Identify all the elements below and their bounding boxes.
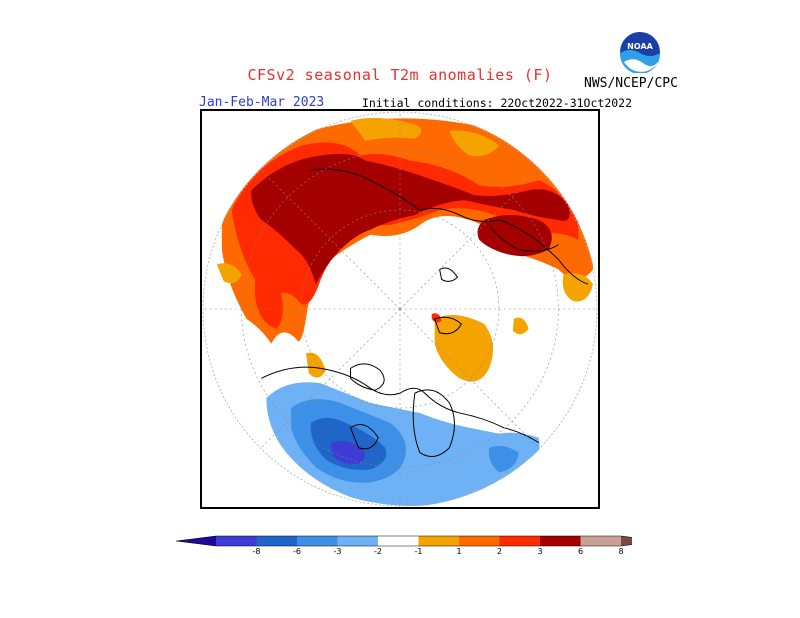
- colorbar-bin: [216, 536, 257, 546]
- colorbar-tick-label: -6: [293, 547, 301, 556]
- colorbar-tick-label: 1: [456, 547, 461, 556]
- anomaly-region-warm-1to2: [350, 117, 422, 141]
- coastline-greenland: [412, 389, 455, 457]
- anomaly-region-warm-1to2: [449, 130, 499, 157]
- anomaly-region-cool-6to8: [330, 441, 365, 464]
- colorbar-tick-label: -2: [374, 547, 382, 556]
- forecast-period: Jan-Feb-Mar 2023: [199, 95, 325, 110]
- colorbar-bin: [297, 536, 338, 546]
- colorbar-underflow-arrow: [176, 536, 216, 546]
- map-boundary: [202, 111, 598, 507]
- colorbar-tick-label: 6: [578, 547, 583, 556]
- colorbar-tick-label: 8: [618, 547, 623, 556]
- coastline-iceland: [434, 316, 463, 335]
- logo-text: NOAA: [627, 42, 653, 51]
- colorbar-outline: [175, 535, 632, 547]
- coastline-eurasia: [310, 168, 589, 285]
- colorbar-bin: [459, 536, 500, 546]
- colorbar-bin: [256, 536, 297, 546]
- anomaly-region-warm-3to6: [254, 259, 283, 329]
- coastline-arctic-islands: [350, 363, 385, 391]
- map-svg: [202, 111, 598, 507]
- colorbar-bin: [337, 536, 378, 546]
- colorbar-bin: [580, 536, 621, 546]
- coastline-svalbard: [439, 267, 459, 282]
- noaa-logo: NOAA: [620, 32, 660, 73]
- colorbar-legend: -8 -6 -3 -2 -1 1 2 3 6 8: [175, 535, 632, 556]
- colorbar-tick-label: -1: [415, 547, 423, 556]
- anomaly-region-warm-6to8: [251, 153, 570, 285]
- anomaly-region-cool-2to3: [488, 445, 519, 473]
- colorbar-bin: [499, 536, 540, 546]
- anomaly-region-warm-1to2: [512, 317, 529, 335]
- colorbar-bin: [540, 536, 581, 546]
- polar-map: [200, 109, 600, 509]
- coastline-hudson-bay: [349, 424, 379, 450]
- anomaly-region-warm-1to2: [305, 352, 326, 378]
- colorbar-overflow-arrow: [621, 536, 632, 546]
- colorbar-tick-label: -3: [334, 547, 342, 556]
- colorbar-bin: [418, 536, 459, 546]
- anomaly-region-warm-1to2: [562, 273, 594, 302]
- organization-label: NWS/NCEP/CPC: [584, 76, 678, 91]
- coastline-north-america: [261, 366, 539, 444]
- colorbar-tick-label: 3: [537, 547, 542, 556]
- colorbar-tick-label: 2: [497, 547, 502, 556]
- colorbar-bin: [378, 536, 419, 546]
- coastline-scandinavia: [488, 224, 559, 252]
- chart-title: CFSv2 seasonal T2m anomalies (F): [247, 66, 553, 84]
- initial-conditions: Initial conditions: 22Oct2022-31Oct2022: [362, 96, 633, 110]
- anomaly-region-warm-1to2: [216, 263, 242, 284]
- colorbar-tick-label: -8: [253, 547, 261, 556]
- anomaly-region-warm-6to8: [477, 214, 552, 257]
- anomaly-region-warm-1to2: [434, 314, 494, 382]
